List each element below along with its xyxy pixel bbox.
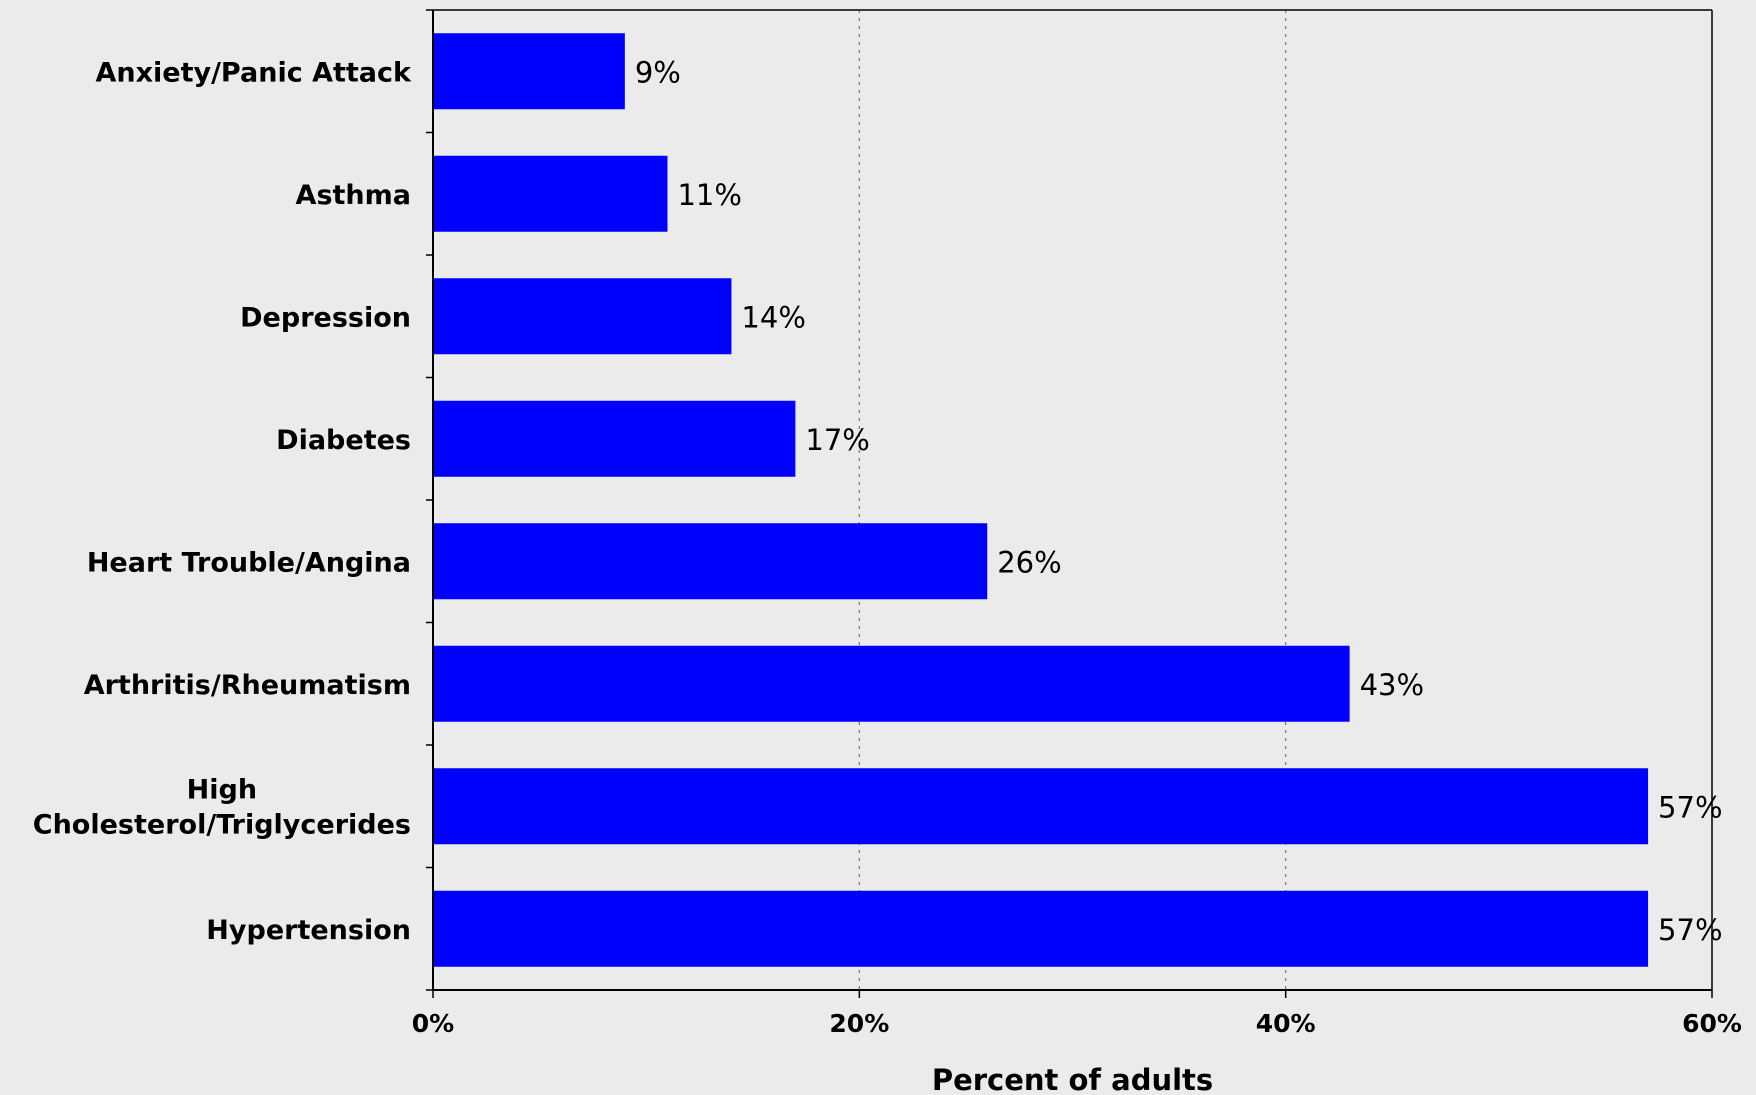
category-labels: Anxiety/Panic Attack Asthma Depression Diab… [33,57,412,946]
data-label: 11% [677,178,741,212]
data-label: 14% [741,300,805,334]
category-label: Anxiety/Panic Attack [95,57,412,88]
data-label: 26% [997,545,1061,579]
data-label: 43% [1360,668,1424,702]
bar [433,155,668,232]
category-label: High Cholesterol/Triglycerides [33,774,411,840]
bar [433,278,732,355]
data-label: 57% [1658,913,1722,947]
x-tick-label: 0% [412,1009,454,1038]
x-tick-label: 20% [829,1009,889,1038]
data-labels: 9% 11% 14% 17% 26% 43% 57% 57% [635,55,1723,947]
bar [433,523,988,600]
category-label: Diabetes [276,425,411,456]
x-axis-title: Percent of adults [932,1063,1213,1095]
category-label: Arthritis/Rheumatism [84,670,411,701]
bar [433,400,796,477]
x-tick-label: 60% [1682,1009,1742,1038]
data-label: 17% [805,423,869,457]
x-axis-ticks: 0% 20% 40% 60% [412,990,1742,1038]
bar [433,33,625,110]
bar-series [433,33,1649,967]
bar [433,890,1649,967]
bar [433,645,1350,722]
category-label: Heart Trouble/Angina [87,547,411,578]
category-label: Asthma [296,180,411,211]
category-label: Depression [240,302,411,333]
category-label: Hypertension [206,915,411,946]
bar [433,768,1649,845]
plot-frame [426,9,1713,991]
data-label: 9% [635,55,681,89]
data-label: 57% [1658,790,1722,824]
x-tick-label: 40% [1256,1009,1316,1038]
